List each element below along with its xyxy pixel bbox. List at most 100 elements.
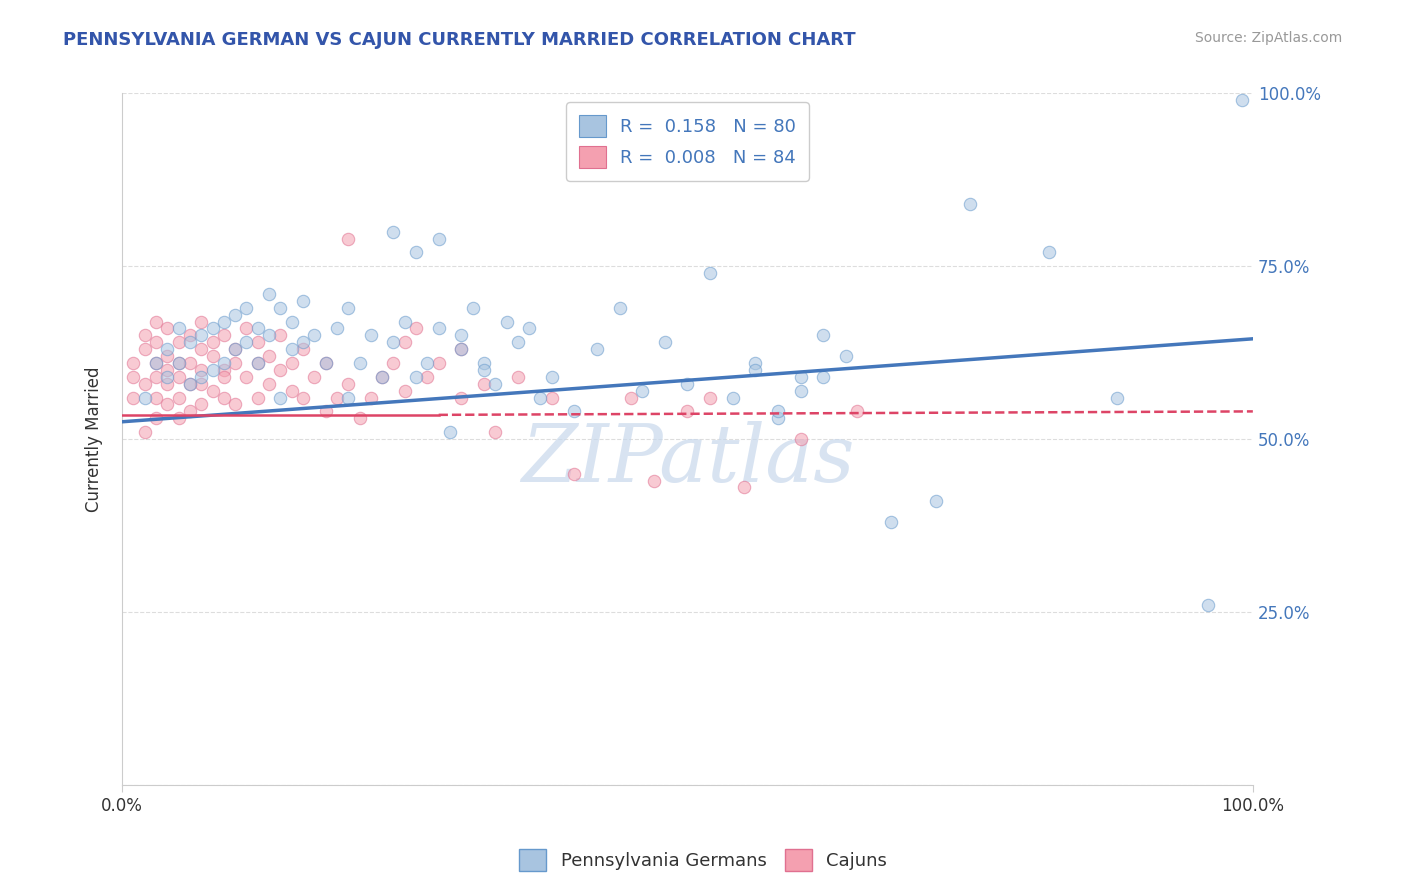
Point bbox=[156, 342, 179, 356]
Point bbox=[212, 328, 235, 343]
Point bbox=[846, 404, 869, 418]
Point bbox=[394, 335, 416, 350]
Point bbox=[925, 494, 948, 508]
Point bbox=[654, 335, 676, 350]
Point bbox=[472, 363, 495, 377]
Point bbox=[134, 425, 156, 439]
Point bbox=[291, 335, 314, 350]
Point bbox=[212, 356, 235, 370]
Legend: Pennsylvania Germans, Cajuns: Pennsylvania Germans, Cajuns bbox=[512, 842, 894, 879]
Point bbox=[291, 342, 314, 356]
Point bbox=[167, 391, 190, 405]
Point bbox=[326, 321, 349, 335]
Point bbox=[190, 328, 212, 343]
Point bbox=[201, 335, 224, 350]
Point bbox=[766, 404, 789, 418]
Point bbox=[156, 369, 179, 384]
Point bbox=[246, 356, 269, 370]
Point bbox=[179, 335, 201, 350]
Point bbox=[506, 369, 529, 384]
Point bbox=[349, 411, 371, 425]
Point bbox=[1230, 93, 1253, 107]
Point bbox=[564, 404, 586, 418]
Point bbox=[1038, 245, 1060, 260]
Point bbox=[326, 391, 349, 405]
Point bbox=[156, 397, 179, 411]
Point bbox=[643, 474, 665, 488]
Point bbox=[315, 356, 337, 370]
Point bbox=[676, 376, 699, 391]
Point bbox=[190, 397, 212, 411]
Point bbox=[291, 391, 314, 405]
Point bbox=[224, 342, 246, 356]
Point bbox=[280, 356, 302, 370]
Point bbox=[789, 369, 811, 384]
Point bbox=[190, 363, 212, 377]
Point bbox=[257, 376, 280, 391]
Point bbox=[167, 411, 190, 425]
Point bbox=[304, 328, 326, 343]
Point bbox=[235, 335, 257, 350]
Point bbox=[405, 321, 427, 335]
Point bbox=[766, 411, 789, 425]
Point bbox=[744, 363, 766, 377]
Point bbox=[439, 425, 461, 439]
Point bbox=[371, 369, 394, 384]
Point bbox=[540, 369, 562, 384]
Point bbox=[179, 404, 201, 418]
Point bbox=[394, 384, 416, 398]
Point bbox=[315, 356, 337, 370]
Point bbox=[257, 286, 280, 301]
Point bbox=[337, 301, 360, 315]
Point bbox=[472, 356, 495, 370]
Point bbox=[190, 376, 212, 391]
Point bbox=[484, 425, 506, 439]
Point bbox=[540, 391, 562, 405]
Point bbox=[959, 197, 981, 211]
Point bbox=[382, 356, 405, 370]
Point bbox=[145, 356, 167, 370]
Point bbox=[472, 376, 495, 391]
Point bbox=[246, 335, 269, 350]
Point bbox=[586, 342, 609, 356]
Point bbox=[360, 391, 382, 405]
Point bbox=[269, 391, 291, 405]
Point bbox=[134, 376, 156, 391]
Point bbox=[506, 335, 529, 350]
Point bbox=[224, 397, 246, 411]
Point bbox=[269, 363, 291, 377]
Point bbox=[495, 314, 517, 328]
Point bbox=[529, 391, 551, 405]
Point bbox=[721, 391, 744, 405]
Point bbox=[337, 391, 360, 405]
Point bbox=[224, 356, 246, 370]
Point bbox=[145, 314, 167, 328]
Point bbox=[337, 231, 360, 245]
Point bbox=[564, 467, 586, 481]
Point bbox=[145, 391, 167, 405]
Point bbox=[744, 356, 766, 370]
Point bbox=[304, 369, 326, 384]
Text: PENNSYLVANIA GERMAN VS CAJUN CURRENTLY MARRIED CORRELATION CHART: PENNSYLVANIA GERMAN VS CAJUN CURRENTLY M… bbox=[63, 31, 856, 49]
Point bbox=[416, 369, 439, 384]
Point bbox=[167, 335, 190, 350]
Point bbox=[450, 342, 472, 356]
Point bbox=[212, 391, 235, 405]
Legend: R =  0.158   N = 80, R =  0.008   N = 84: R = 0.158 N = 80, R = 0.008 N = 84 bbox=[567, 103, 808, 181]
Point bbox=[280, 342, 302, 356]
Point bbox=[122, 391, 145, 405]
Point bbox=[699, 266, 721, 280]
Point bbox=[811, 369, 834, 384]
Point bbox=[280, 384, 302, 398]
Point bbox=[620, 391, 643, 405]
Point bbox=[880, 515, 903, 529]
Point bbox=[246, 391, 269, 405]
Point bbox=[835, 349, 858, 363]
Point bbox=[179, 356, 201, 370]
Point bbox=[733, 480, 755, 494]
Point bbox=[405, 369, 427, 384]
Point bbox=[235, 321, 257, 335]
Point bbox=[382, 335, 405, 350]
Point bbox=[609, 301, 631, 315]
Point bbox=[315, 404, 337, 418]
